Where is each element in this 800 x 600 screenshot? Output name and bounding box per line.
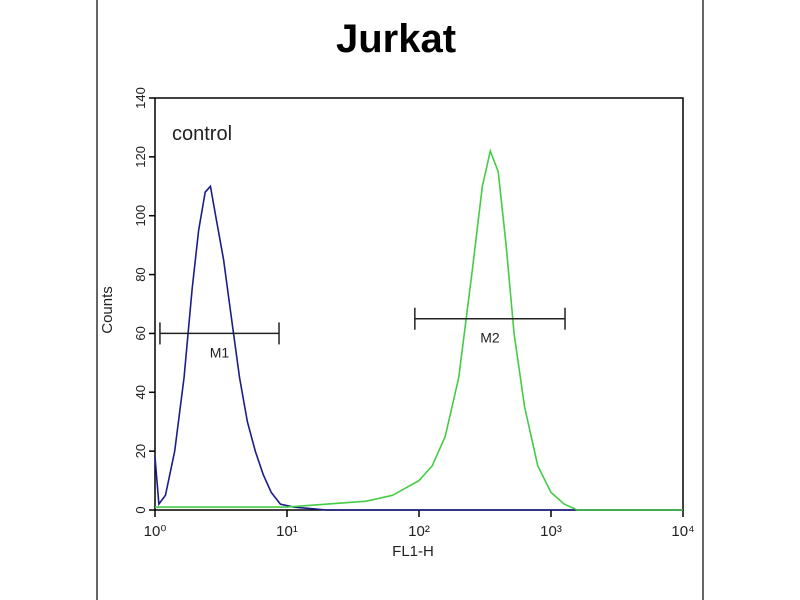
marker-label: M2 bbox=[480, 330, 500, 346]
x-tick-label: 10² bbox=[408, 523, 430, 540]
x-tick-label: 10³ bbox=[540, 523, 562, 540]
y-tick-label: 60 bbox=[133, 326, 148, 340]
annotation: control bbox=[172, 123, 232, 145]
y-tick-label: 100 bbox=[133, 205, 148, 227]
x-tick-label: 10¹ bbox=[276, 523, 298, 540]
x-tick-label: 10⁰ bbox=[144, 523, 167, 540]
y-tick-label: 140 bbox=[133, 87, 148, 109]
x-axis-label: FL1-H bbox=[392, 543, 434, 560]
y-tick-label: 20 bbox=[133, 444, 148, 458]
histogram-line bbox=[154, 184, 683, 511]
y-tick-label: 40 bbox=[133, 385, 148, 399]
x-tick-label: 10⁴ bbox=[671, 523, 694, 540]
y-axis-label: Counts bbox=[99, 286, 116, 334]
y-tick-label: 80 bbox=[133, 267, 148, 281]
chart-title: Jurkat bbox=[336, 17, 456, 61]
y-tick-label: 120 bbox=[133, 146, 148, 168]
marker-label: M1 bbox=[210, 344, 230, 360]
y-tick-label: 0 bbox=[133, 506, 148, 513]
plot-frame bbox=[154, 97, 684, 511]
histogram-line bbox=[155, 148, 683, 511]
